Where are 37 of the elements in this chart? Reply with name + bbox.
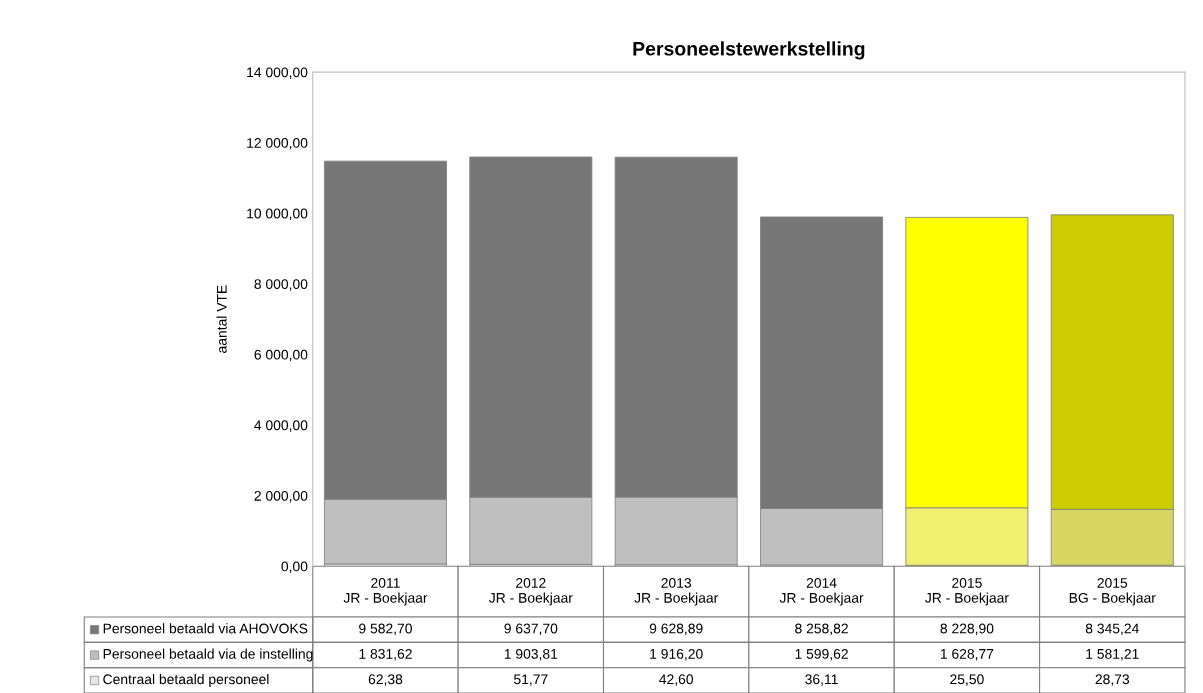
y-tick-label: 2 000,00: [254, 490, 308, 503]
y-axis-title: aantal VTE: [216, 285, 227, 353]
y-tick-label: 0,00: [281, 561, 308, 573]
data-label: 1 916,20: [650, 648, 703, 661]
data-label: 9 582,70: [359, 623, 412, 636]
y-tick-label: 10 000,00: [247, 208, 308, 221]
data-label: 9 628,89: [649, 623, 703, 636]
y-tick-label: 4 000,00: [254, 420, 308, 432]
data-label: 1 628,77: [940, 648, 994, 661]
data-label: 28,73: [1095, 674, 1130, 686]
legend-label: Personeel betaald via AHOVOKS: [103, 623, 308, 634]
data-label: 42,60: [659, 674, 694, 686]
x-tick-label: 2013 JR - Boekjaar: [634, 577, 719, 606]
x-tick-label: 2012 JR - Boekjaar: [488, 577, 573, 606]
data-label: 1 903,81: [504, 648, 558, 661]
y-tick-label: 12 000,00: [247, 137, 308, 150]
data-label: 51,77: [514, 674, 548, 686]
y-tick-label: 8 000,00: [254, 279, 308, 291]
data-label: 8 258,82: [795, 623, 848, 636]
data-label: 9 637,70: [504, 623, 558, 636]
data-label: 1 581,21: [1086, 648, 1139, 661]
y-tick-label: 14 000,00: [247, 67, 308, 79]
legend-label: Personeel betaald via de instelling: [103, 648, 313, 662]
y-tick-label: 6 000,00: [254, 349, 308, 362]
x-tick-label: 2011 JR - Boekjaar: [343, 577, 428, 606]
x-tick-label: 2015 BG - Boekjaar: [1069, 577, 1156, 606]
data-label: 36,11: [805, 674, 838, 686]
data-label: 1 831,62: [359, 648, 412, 661]
data-label: 25,50: [950, 674, 984, 686]
x-tick-label: 2015 JR - Boekjaar: [925, 577, 1009, 606]
data-label: 8 345,24: [1085, 623, 1139, 636]
chart-title: Personeelstewerkstelling: [633, 41, 865, 60]
x-tick-label: 2014 JR - Boekjaar: [779, 577, 864, 606]
data-label: 62,38: [368, 674, 403, 686]
legend-label: Centraal betaald personeel: [103, 673, 269, 687]
data-label: 1 599,62: [795, 648, 848, 661]
data-label: 8 228,90: [940, 623, 994, 636]
